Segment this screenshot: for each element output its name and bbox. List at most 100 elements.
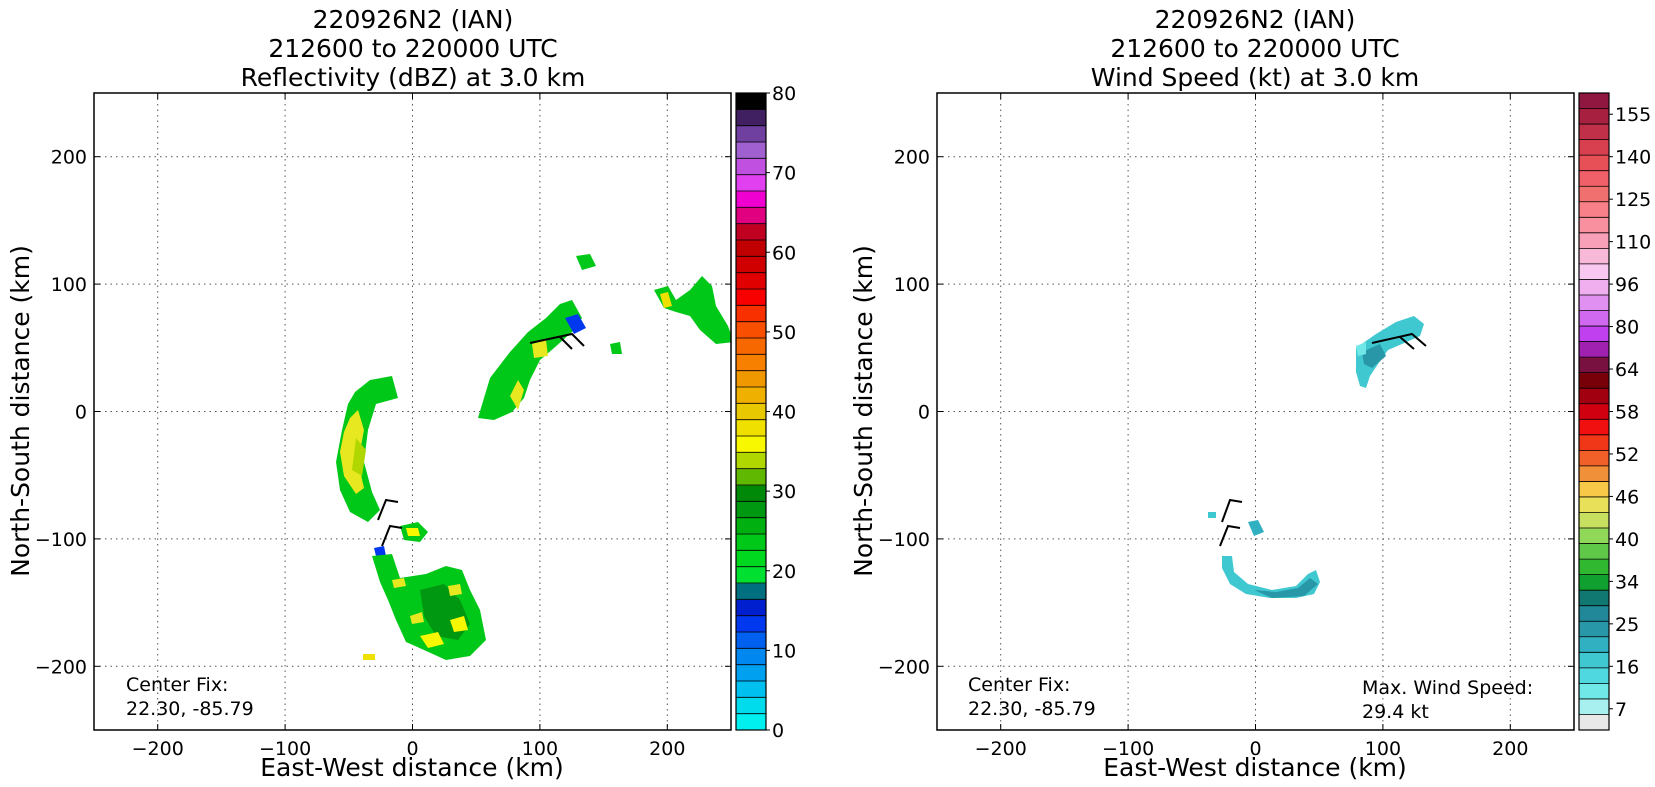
- y-tick-label: −100: [878, 529, 930, 551]
- colorbar-swatch: [736, 354, 766, 372]
- colorbar-swatch: [1579, 434, 1609, 451]
- colorbar-swatch: [736, 403, 766, 421]
- colorbar-swatch: [1579, 419, 1609, 436]
- colorbar-swatch: [736, 485, 766, 502]
- colorbar-swatch: [736, 632, 766, 649]
- colorbar-swatch: [1579, 683, 1609, 700]
- wind-speed-field: [1208, 316, 1424, 598]
- wind-speed-panel: 220926N2 (IAN) 212600 to 220000 UTC Wind…: [849, 5, 1651, 782]
- axis-ticks: −200 −100 0 100 200 −200 −100 0 100 200: [35, 93, 731, 760]
- colorbar-label: 0: [772, 720, 784, 742]
- colorbar-swatch: [1579, 590, 1609, 607]
- colorbar-swatch: [1579, 310, 1609, 327]
- colorbar-swatch: [1579, 279, 1609, 296]
- colorbar-swatch: [736, 289, 766, 306]
- colorbar-swatch: [736, 223, 766, 241]
- wind-barb: [529, 332, 585, 350]
- colorbar-label: 50: [772, 322, 796, 344]
- echo-blue-spot: [374, 546, 386, 556]
- colorbar-swatch: [736, 256, 766, 274]
- colorbar-swatch: [736, 583, 766, 600]
- title-line-2: 212600 to 220000 UTC: [1110, 34, 1399, 63]
- echo-south-yellow-4: [448, 584, 462, 596]
- colorbar-swatch: [736, 387, 766, 404]
- colorbar-swatch: [1579, 232, 1609, 249]
- wind-ne-area: [1356, 316, 1424, 388]
- y-tick-label: −200: [878, 656, 930, 678]
- colorbar-swatch: [736, 599, 766, 617]
- title-line-2: 212600 to 220000 UTC: [268, 34, 557, 63]
- y-axis-label: North-South distance (km): [849, 245, 878, 577]
- echo-south-yellow-2: [450, 616, 468, 632]
- echo-ne-yellow: [510, 380, 524, 410]
- grid-lines: [937, 93, 1574, 730]
- colorbar-swatch: [1579, 450, 1609, 467]
- colorbar-swatch: [1579, 574, 1609, 591]
- colorbar-label: 40: [772, 402, 796, 424]
- echo-cell-b-yellow: [406, 528, 420, 536]
- center-fix-label: Center Fix:: [968, 674, 1070, 696]
- title-line-1: 220926N2 (IAN): [313, 5, 514, 34]
- x-tick-label: 100: [522, 738, 558, 760]
- colorbar-swatch: [736, 664, 766, 682]
- colorbar-label: 58: [1615, 402, 1639, 424]
- colorbar-label: 110: [1615, 232, 1651, 254]
- wind-sw-arc-dark: [1254, 578, 1318, 598]
- colorbar-swatch: [736, 272, 766, 290]
- x-axis-label: East-West distance (km): [1103, 753, 1407, 782]
- y-tick-label: 200: [51, 147, 87, 169]
- colorbar-swatch: [736, 158, 766, 176]
- colorbar-swatch: [736, 550, 766, 568]
- reflectivity-panel: 220926N2 (IAN) 212600 to 220000 UTC Refl…: [6, 5, 796, 782]
- colorbar-swatch: [1579, 217, 1609, 234]
- wind-sw-arc: [1222, 556, 1320, 598]
- x-tick-label: −200: [132, 738, 184, 760]
- x-tick-label: 100: [1365, 738, 1401, 760]
- colorbar-swatch: [736, 305, 766, 323]
- colorbar: 0 10 20 30 40 50 60 70 80: [735, 83, 796, 742]
- center-fix-value: 22.30, -85.79: [126, 698, 254, 720]
- colorbar-label: 7: [1615, 699, 1627, 721]
- colorbar-swatch: [736, 93, 766, 110]
- colorbar-swatch: [1579, 667, 1609, 684]
- wind-barbs: [1219, 332, 1427, 547]
- colorbar-label: 52: [1615, 444, 1639, 466]
- wind-barb: [377, 498, 399, 521]
- colorbar-swatch: [1579, 465, 1609, 482]
- colorbar-swatch: [736, 534, 766, 551]
- colorbar-swatch: [736, 681, 766, 698]
- echo-ne-yellow-2: [532, 340, 548, 358]
- wind-barb: [381, 524, 403, 547]
- max-wind-value: 29.4 kt: [1362, 701, 1429, 723]
- wind-small-cell: [1248, 520, 1264, 536]
- echo-south-yellow-5: [392, 578, 406, 588]
- colorbar-swatch: [1579, 263, 1609, 280]
- colorbar-swatch: [736, 174, 766, 192]
- colorbar-swatch: [1579, 155, 1609, 172]
- colorbar-label: 155: [1615, 104, 1651, 126]
- colorbar-swatch: [1579, 124, 1609, 141]
- colorbar-swatch: [1579, 714, 1609, 731]
- wind-barb: [1371, 332, 1427, 350]
- echo-south-yellow-1: [420, 632, 444, 648]
- colorbar-label: 46: [1615, 486, 1639, 508]
- colorbar-label: 20: [772, 561, 796, 583]
- x-axis-label: East-West distance (km): [260, 753, 564, 782]
- colorbar-label: 125: [1615, 189, 1651, 211]
- colorbar-label: 80: [1615, 317, 1639, 339]
- y-tick-label: 200: [894, 147, 930, 169]
- colorbar-swatch: [736, 109, 766, 127]
- colorbar-swatch: [736, 452, 766, 470]
- colorbar-label: 30: [772, 481, 796, 503]
- colorbar-swatch: [1579, 481, 1609, 498]
- axis-ticks: −200 −100 0 100 200 −200 −100 0 100 200: [878, 93, 1574, 760]
- echo-cell-north: [576, 254, 596, 270]
- title-line-3: Reflectivity (dBZ) at 3.0 km: [241, 63, 586, 92]
- y-tick-label: −100: [35, 529, 87, 551]
- colorbar-label: 40: [1615, 529, 1639, 551]
- y-axis-label: North-South distance (km): [6, 245, 35, 577]
- colorbar-label: 70: [772, 163, 796, 185]
- x-tick-label: 0: [406, 738, 418, 760]
- colorbar-swatch: [1579, 403, 1609, 420]
- wind-ne-area-dark: [1362, 344, 1386, 368]
